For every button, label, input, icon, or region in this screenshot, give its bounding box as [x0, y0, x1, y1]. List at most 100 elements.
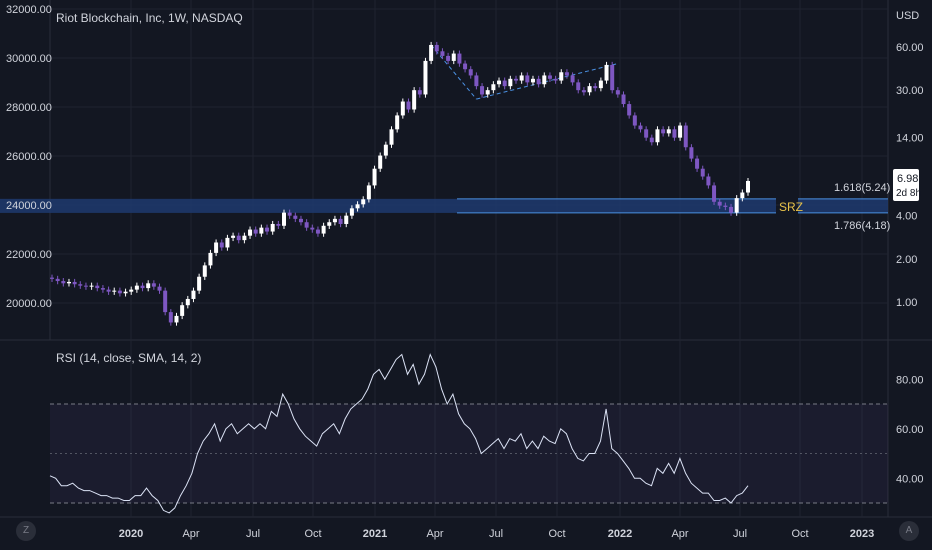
candle-body: [310, 227, 315, 230]
candle-body: [502, 80, 507, 87]
candle-body: [497, 80, 502, 85]
candle-body: [598, 80, 603, 89]
candle-body: [519, 75, 524, 81]
candle-body: [208, 252, 213, 266]
candle-body: [321, 225, 326, 234]
candle-body: [383, 144, 388, 156]
candle-body: [140, 285, 145, 289]
candle-body: [95, 285, 100, 289]
auto-scale-left-button[interactable]: Z: [16, 521, 36, 541]
rsi-axis-tick: 80.00: [896, 374, 924, 386]
candle-body: [265, 227, 270, 232]
candle-body: [236, 235, 241, 241]
candle-body: [672, 129, 677, 138]
candle-body: [717, 201, 722, 206]
x-axis-tick: Apr: [671, 528, 688, 540]
left-axis-tick: 26000.00: [6, 151, 52, 163]
candle-body: [174, 315, 179, 323]
auto-scale-right-button[interactable]: A: [899, 521, 919, 541]
candle-body: [570, 75, 575, 83]
candle-body: [50, 277, 54, 279]
candle-body: [429, 44, 434, 61]
candle-body: [219, 242, 224, 248]
candle-body: [100, 288, 105, 290]
candle-body: [593, 86, 598, 89]
rsi-axis-tick: 60.00: [896, 424, 924, 436]
right-axis-tick: 2.00: [896, 254, 917, 266]
candle-body: [434, 44, 439, 52]
candle-body: [514, 78, 518, 81]
left-axis-tick: 20000.00: [6, 298, 52, 310]
candle-body: [400, 101, 405, 116]
candle-body: [417, 90, 422, 95]
candle-body: [689, 147, 694, 159]
candle-body: [106, 289, 111, 292]
candle-body: [287, 212, 292, 216]
candle-body: [649, 137, 654, 143]
x-axis-tick: 2022: [608, 528, 632, 540]
x-axis-tick: Oct: [304, 528, 321, 540]
right-axis-tick: 60.00: [896, 42, 924, 54]
candle-body: [214, 242, 219, 253]
candle-body: [134, 285, 139, 290]
candle-body: [440, 51, 445, 56]
candle-body: [248, 229, 253, 236]
candle-body: [695, 158, 700, 169]
trend-dashed-line: [430, 44, 477, 100]
candle-body: [259, 227, 264, 234]
candle-body: [355, 204, 360, 209]
candle-body: [372, 168, 377, 186]
fib-lower-label: 1.786(4.18): [834, 220, 890, 232]
right-axis-tick: 14.00: [896, 133, 924, 145]
x-axis-tick: Apr: [182, 528, 199, 540]
price-badge: 6.98 2d 8h: [893, 169, 921, 201]
candle-body: [349, 208, 354, 216]
candle-body: [78, 284, 83, 286]
candle-body: [576, 82, 581, 91]
candle-body: [225, 237, 230, 248]
candle-body: [683, 125, 688, 148]
candle-body: [191, 290, 196, 299]
candle-body: [406, 101, 411, 110]
candle-body: [270, 223, 275, 232]
candle-body: [463, 63, 468, 70]
candle-body: [253, 229, 258, 234]
chart-title: Riot Blockchain, Inc, 1W, NASDAQ: [56, 11, 243, 25]
candle-body: [55, 278, 60, 282]
candle-body: [361, 199, 366, 205]
candle-body: [185, 298, 190, 306]
candle-body: [564, 72, 569, 76]
candle-body: [457, 53, 462, 64]
rsi-axis-tick: 40.00: [896, 473, 924, 485]
candle-body: [530, 78, 535, 83]
candle-body: [559, 72, 564, 81]
right-axis-tick: 30.00: [896, 85, 924, 97]
candle-body: [304, 222, 309, 228]
candle-body: [146, 283, 151, 289]
left-axis-tick: 28000.00: [6, 102, 52, 114]
candles: [50, 41, 750, 326]
candle-body: [553, 78, 558, 81]
candle-body: [72, 281, 77, 285]
candle-body: [644, 129, 649, 138]
candle-body: [678, 125, 683, 138]
candle-body: [587, 86, 592, 93]
candle-body: [89, 285, 94, 287]
candle-body: [474, 75, 479, 87]
left-axis-tick: 30000.00: [6, 53, 52, 65]
axes: 32000.00 30000.00 28000.00 26000.00 24000.00…: [6, 4, 924, 540]
candle-body: [412, 90, 417, 110]
candle-body: [638, 125, 643, 130]
x-axis-tick: 2021: [363, 528, 387, 540]
x-axis-tick: Jul: [246, 528, 260, 540]
candle-body: [117, 290, 122, 294]
left-axis-tick: 22000.00: [6, 249, 52, 261]
candle-body: [480, 86, 485, 95]
x-axis-tick: 2020: [119, 528, 143, 540]
candle-body: [746, 180, 750, 193]
price-badge-value: 6.98: [897, 173, 918, 185]
candle-body: [293, 215, 298, 219]
candle-body: [536, 78, 541, 85]
candle-body: [706, 176, 711, 186]
